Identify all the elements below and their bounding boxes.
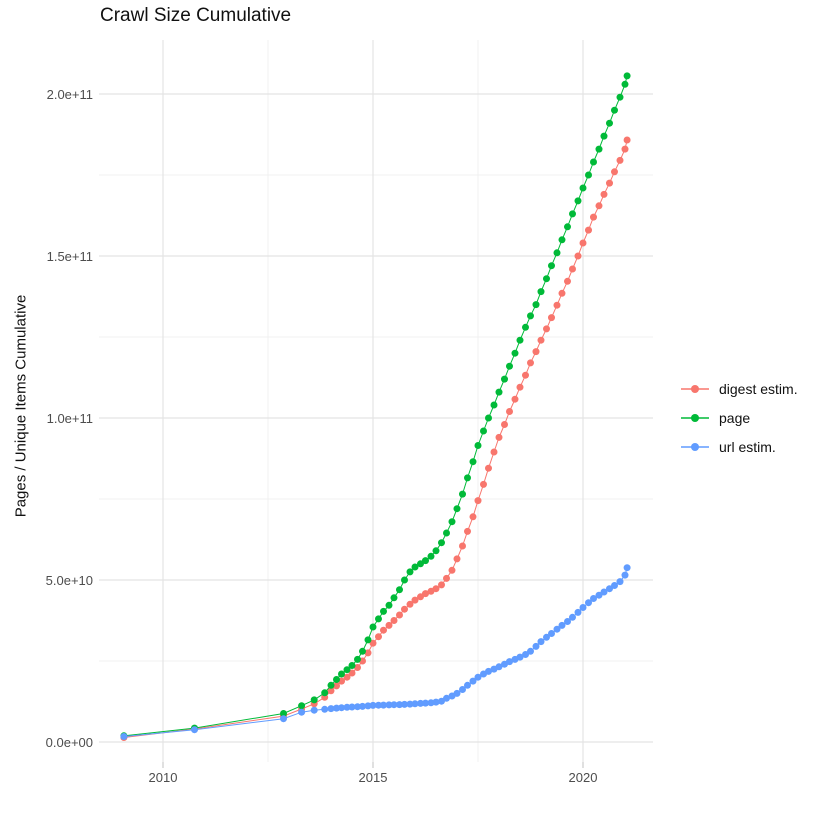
y-tick-label-0: 0.0e+00: [45, 735, 93, 750]
legend-key-url-estim-icon: [681, 442, 709, 451]
legend-key-page-icon: [681, 413, 709, 422]
x-tick-label-2015: 2015: [358, 770, 388, 785]
y-tick-label-2: 1.0e+11: [46, 411, 93, 426]
legend-label-page: page: [719, 409, 751, 426]
legend-key-digest-estim-icon: [681, 384, 709, 393]
y-tick-label-1: 5.0e+10: [45, 573, 93, 588]
legend-label-url-estim: url estim.: [719, 438, 776, 455]
legend: digest estim. page url estim.: [680, 380, 798, 455]
y-tick-label-3: 1.5e+11: [46, 249, 93, 264]
legend-item-digest-estim: digest estim.: [680, 380, 798, 397]
x-tick-label-2010: 2010: [148, 770, 178, 785]
legend-item-url-estim: url estim.: [680, 438, 798, 455]
y-tick-label-4: 2.0e+11: [46, 87, 93, 102]
x-tick-label-2020: 2020: [568, 770, 598, 785]
legend-label-digest-estim: digest estim.: [719, 380, 798, 397]
legend-item-page: page: [680, 409, 798, 426]
chart-title: Crawl Size Cumulative: [100, 5, 292, 26]
